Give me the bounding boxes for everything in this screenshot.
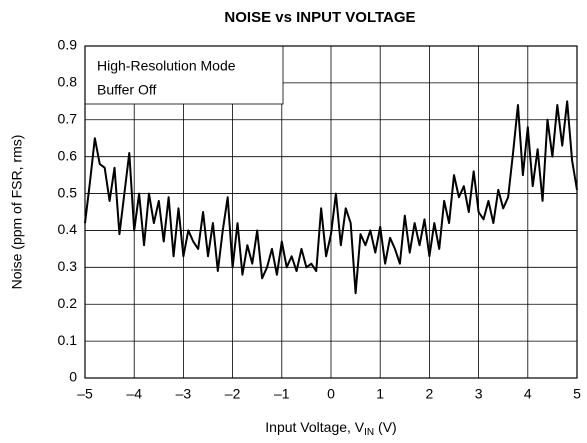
annotation-box bbox=[84, 45, 284, 105]
y-tick-label: 0.1 bbox=[58, 332, 78, 348]
y-tick-label: 0.9 bbox=[58, 37, 78, 53]
x-tick-label: 1 bbox=[376, 386, 384, 402]
x-tick-label: 3 bbox=[475, 386, 483, 402]
x-tick-label: –2 bbox=[225, 386, 241, 402]
y-tick-label: 0.7 bbox=[58, 110, 78, 126]
x-label-suffix: (V) bbox=[374, 419, 397, 435]
x-tick-label: 4 bbox=[524, 386, 532, 402]
x-tick-label: 0 bbox=[327, 386, 335, 402]
annotation: Buffer Off bbox=[97, 82, 157, 98]
y-tick-label: 0.2 bbox=[58, 295, 78, 311]
chart-title: NOISE vs INPUT VOLTAGE bbox=[224, 9, 415, 26]
plot-frame bbox=[84, 45, 578, 379]
y-tick-label: 0 bbox=[69, 369, 77, 385]
y-tick-label: 0.3 bbox=[58, 258, 78, 274]
y-axis-label: Noise (ppm of FSR, rms) bbox=[9, 135, 25, 290]
x-axis-label: Input Voltage, VIN (V) bbox=[265, 419, 396, 438]
x-tick-label: 5 bbox=[573, 386, 581, 402]
y-tick-label: 0.8 bbox=[58, 74, 78, 90]
y-tick-label: 0.4 bbox=[58, 221, 78, 237]
x-tick-label: –4 bbox=[126, 386, 142, 402]
x-tick-label: –5 bbox=[77, 386, 93, 402]
x-label-sub: IN bbox=[364, 427, 374, 438]
annotation: High-Resolution Mode bbox=[97, 58, 236, 74]
x-label-text: Input Voltage, V bbox=[265, 419, 365, 435]
data-line bbox=[84, 100, 578, 295]
x-tick-label: –3 bbox=[176, 386, 192, 402]
y-tick-label: 0.5 bbox=[58, 184, 78, 200]
y-tick-label: 0.6 bbox=[58, 147, 78, 163]
x-tick-label: 2 bbox=[426, 386, 434, 402]
x-tick-label: –1 bbox=[274, 386, 290, 402]
